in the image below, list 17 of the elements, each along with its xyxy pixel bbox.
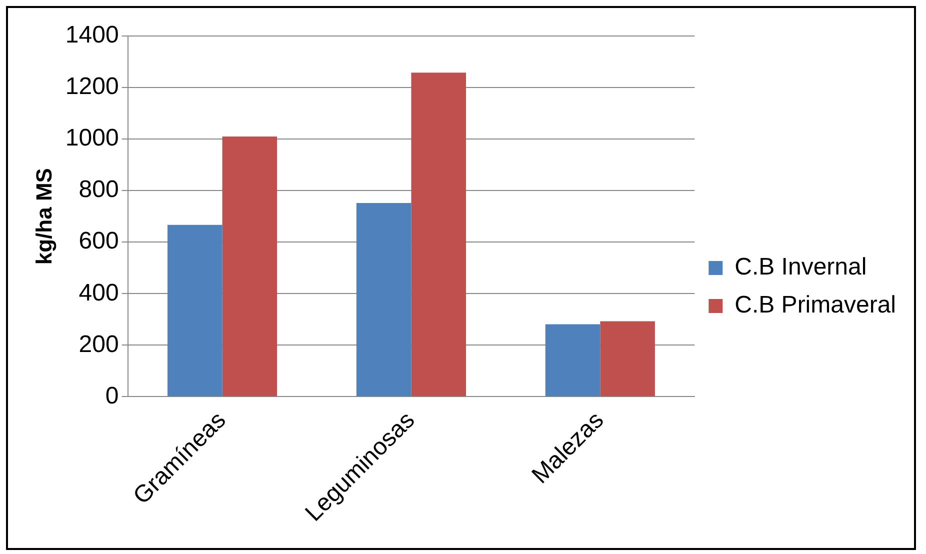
- y-tick-label: 600: [78, 228, 119, 255]
- bar: [356, 202, 412, 396]
- bar: [545, 324, 600, 396]
- legend-label: C.B Invernal: [734, 254, 867, 281]
- y-tick-label: 800: [78, 176, 119, 204]
- y-tick-label: 1000: [65, 124, 119, 152]
- y-axis-title: kg/ha MS: [31, 168, 56, 265]
- y-tick-label: 1400: [65, 22, 119, 49]
- bar: [167, 224, 222, 396]
- y-tick-label: 1200: [65, 73, 119, 100]
- bar: [222, 136, 278, 396]
- bar: [600, 321, 655, 396]
- bar: [411, 72, 466, 396]
- y-tick-label: 400: [78, 279, 119, 306]
- y-tick-label: 200: [78, 330, 119, 358]
- legend-label: C.B Primaveral: [734, 292, 896, 319]
- y-tick-label: 0: [105, 382, 119, 410]
